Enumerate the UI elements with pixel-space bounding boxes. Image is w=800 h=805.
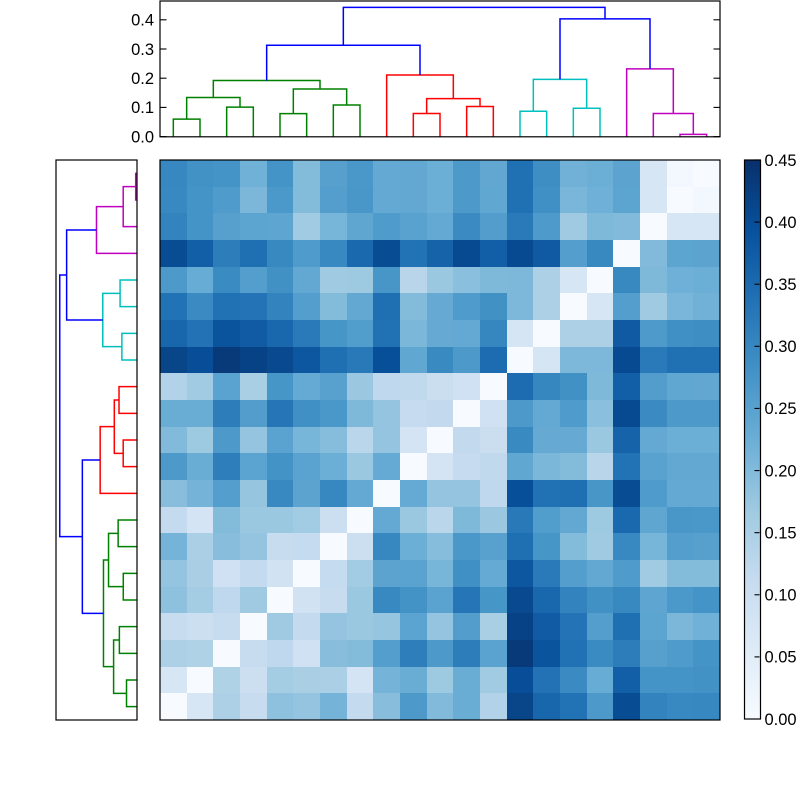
svg-text:0.30: 0.30 <box>765 338 797 356</box>
svg-text:0.40: 0.40 <box>765 214 797 232</box>
svg-text:0.2: 0.2 <box>131 70 154 88</box>
svg-text:0.05: 0.05 <box>765 649 797 667</box>
svg-text:0.1: 0.1 <box>131 99 154 117</box>
svg-text:0.15: 0.15 <box>765 524 797 542</box>
svg-text:0.25: 0.25 <box>765 400 797 418</box>
svg-text:0.0: 0.0 <box>131 128 154 146</box>
svg-text:0.35: 0.35 <box>765 276 797 294</box>
svg-text:0.3: 0.3 <box>131 41 154 59</box>
svg-text:0.4: 0.4 <box>131 12 154 30</box>
svg-text:0.45: 0.45 <box>765 152 797 170</box>
svg-text:0.20: 0.20 <box>765 462 797 480</box>
svg-text:0.00: 0.00 <box>765 711 797 729</box>
svg-text:0.10: 0.10 <box>765 587 797 605</box>
